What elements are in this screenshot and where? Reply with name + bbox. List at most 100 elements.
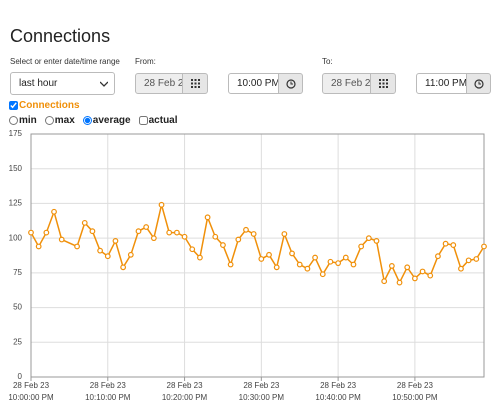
point [404,264,411,271]
point [150,235,157,242]
point [388,263,395,269]
from-time-button[interactable] [278,73,303,94]
point [158,201,165,208]
option-label: min [19,115,37,126]
point [373,238,380,244]
chart: 0 25 50 75 100 125 150 175 28 Feb 23 10:00:00 PM 2… [8,129,487,402]
point [74,243,80,250]
point [258,256,265,262]
point [350,261,357,268]
point [450,242,457,248]
point [327,258,334,265]
y-tick-label: 125 [9,199,23,208]
radio[interactable] [9,116,18,125]
option-min[interactable]: min [9,115,37,126]
point [365,235,372,242]
to-date[interactable]: 28 Feb 2023 [322,73,371,94]
point [89,228,96,235]
range-label: Select or enter date/time range [10,57,120,66]
point [43,229,50,236]
series-checkbox[interactable] [9,101,18,110]
point [235,236,242,243]
point [189,246,196,253]
x-tick-label: 10:10:00 PM [85,393,131,402]
y-tick-label: 50 [13,303,22,312]
page-title: Connections [10,26,111,46]
y-tick-label: 0 [18,372,23,381]
point [289,250,295,257]
grid-icon [190,79,200,88]
from-date[interactable]: 28 Feb 2023 [135,73,183,94]
option-max[interactable]: max [44,115,75,126]
point [81,219,88,226]
point [427,272,434,279]
point [273,264,280,271]
option-label: actual [148,115,178,126]
point [197,254,203,261]
point [35,243,42,250]
x-tick-label: 28 Feb 23 [320,381,357,390]
from-date-button[interactable] [182,73,208,94]
option-label: max [54,115,75,126]
series-toggle-label: Connections [19,100,80,111]
point [458,265,464,272]
option-average[interactable]: average [82,115,131,126]
point [120,264,127,271]
checkbox[interactable] [138,116,148,125]
dropdown-arrow [100,81,108,87]
point [319,271,326,278]
x-tick-label: 10:40:00 PM [315,393,361,402]
point [250,231,257,237]
point [51,208,57,215]
x-tick-label: 28 Feb 23 [90,381,127,390]
to-time[interactable]: 11:00 PM [416,73,467,94]
point [243,226,249,233]
point [97,247,104,254]
point [358,243,365,250]
series-toggle[interactable]: Connections [9,100,80,111]
x-tick-label: 10:50:00 PM [392,393,438,402]
point [58,236,65,243]
point [266,251,272,258]
point [143,224,150,230]
to-time-button[interactable] [466,73,491,94]
to-label: To: [322,57,333,66]
x-tick-label: 28 Feb 23 [397,381,434,390]
radio[interactable] [44,116,54,125]
clock-icon [285,78,296,89]
option-label: average [92,115,131,126]
option-actual[interactable]: actual [138,115,178,126]
point [135,228,142,235]
from-time[interactable]: 10:00 PM [228,73,279,94]
point [442,240,449,247]
range-value: last hour [19,78,58,89]
radio[interactable] [82,116,92,125]
point [28,229,34,236]
x-tick-label: 10:30:00 PM [239,393,285,402]
point [166,229,173,236]
plot-area [31,134,484,377]
point [411,275,418,282]
point [227,261,234,268]
point [281,231,288,237]
point [104,253,111,260]
point [419,268,426,275]
clock-icon [473,78,484,89]
point [473,256,480,262]
point [435,253,441,260]
range-select[interactable]: last hour [10,72,115,95]
point [381,278,388,285]
point [335,260,342,267]
from-label: From: [135,57,156,66]
point [181,233,188,240]
point [312,254,318,261]
y-tick-label: 100 [9,233,23,242]
x-tick-label: 10:00:00 PM [8,393,54,402]
point [304,265,311,272]
y-tick-label: 75 [13,268,22,277]
point [112,238,119,244]
to-date-button[interactable] [370,73,396,94]
y-tick-label: 25 [13,337,22,346]
y-tick-label: 175 [9,129,23,138]
